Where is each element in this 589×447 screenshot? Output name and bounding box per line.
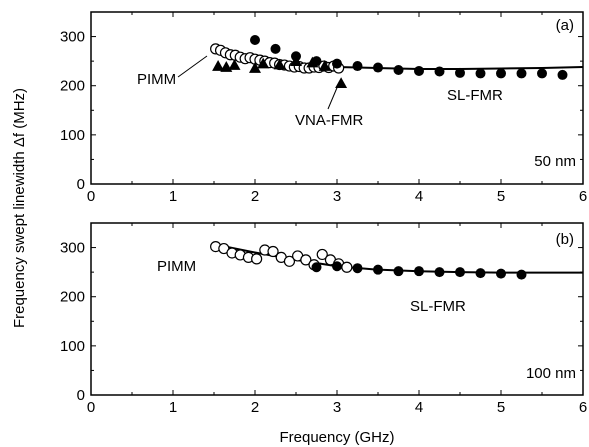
panel-b-label: (b)	[556, 231, 574, 248]
panel-b-ytick-label: 200	[60, 289, 85, 306]
panel-b-point-filled-circle	[311, 262, 322, 273]
panel-a-xtick-label: 3	[333, 188, 341, 205]
panel-b: 0 1 2 3 4 5 6 0 100 200 300 (b) 100 nm PIMM SL-FMR…	[60, 222, 587, 446]
panel-a-point-filled-triangle	[318, 60, 331, 71]
panel-a-point-filled-circle	[414, 65, 424, 76]
panel-b-frame	[90, 222, 584, 396]
panel-b-point-filled-circle	[414, 266, 424, 277]
panel-b-ytick-label: 100	[60, 338, 85, 355]
panel-a-point-filled-circle	[352, 61, 363, 72]
panel-a-thickness: 50 nm	[534, 153, 576, 170]
panel-a-point-filled-circle	[537, 68, 547, 79]
panel-a-annotation-vna: VNA-FMR	[295, 112, 363, 129]
panel-b-xtick-label: 4	[415, 399, 423, 416]
panel-a-point-filled-circle	[332, 58, 342, 69]
panel-b-point-open-circle	[251, 253, 263, 265]
panel-a-xtick-label: 4	[415, 188, 423, 205]
y-axis-label: Frequency swept linewidth Δf (MHz)	[11, 88, 28, 328]
panel-b-xtick-label: 0	[87, 399, 95, 416]
panel-a-xtick-label: 6	[579, 188, 587, 205]
panel-b-xtick-label: 5	[497, 399, 505, 416]
panel-a-ytick-label: 200	[60, 78, 85, 95]
panel-a-point-filled-circle	[475, 68, 486, 79]
panel-b-point-filled-circle	[455, 267, 465, 278]
panel-b-point-filled-circle	[496, 268, 506, 279]
panel-b-marks	[210, 240, 583, 280]
panel-b-point-filled-circle	[434, 267, 445, 278]
panel-b-point-open-circle	[316, 248, 328, 261]
panel-b-point-open-circle	[300, 254, 312, 266]
panel-a-ticks: 0 1 2 3 4 5 6 0 100 200 300	[60, 11, 587, 205]
panel-a-xtick-label: 0	[87, 188, 95, 205]
panel-a-point-filled-circle	[496, 68, 506, 79]
panel-b-xtick-label: 3	[333, 399, 341, 416]
panel-b-point-filled-circle	[332, 261, 342, 272]
panel-b-point-open-circle	[341, 261, 353, 273]
panel-a: 0 1 2 3 4 5 6 0 100 200 300 (a) 50 nm PIMM VNA-FMR…	[60, 11, 587, 205]
panel-a-arrow-pimm	[177, 55, 208, 78]
panel-a-xtick-label: 5	[497, 188, 505, 205]
panel-a-frame	[90, 11, 584, 185]
panel-b-point-open-circle	[283, 255, 296, 267]
panel-b-ytick-label: 0	[77, 387, 85, 404]
panel-a-point-filled-circle	[373, 62, 383, 73]
panel-a-annotation-slfmr: SL-FMR	[447, 87, 503, 104]
panel-a-label: (a)	[556, 17, 574, 34]
panel-b-ytick-label: 300	[60, 240, 85, 257]
panel-a-xtick-label: 1	[169, 188, 177, 205]
panel-b-point-filled-circle	[373, 264, 383, 275]
panel-a-arrow-vna	[327, 82, 340, 110]
panel-a-marks	[210, 35, 584, 89]
panel-a-point-filled-circle	[455, 67, 465, 78]
panel-a-xtick-label: 2	[251, 188, 259, 205]
panel-b-point-filled-circle	[393, 266, 404, 277]
panel-a-point-filled-circle	[434, 66, 445, 77]
panel-b-xtick-label: 1	[169, 399, 177, 416]
panel-a-ytick-label: 100	[60, 127, 85, 144]
panel-a-point-filled-circle	[393, 64, 404, 75]
panel-b-ticks: 0 1 2 3 4 5 6 0 100 200 300	[60, 222, 587, 416]
panel-a-point-filled-triangle	[212, 60, 225, 71]
panel-a-point-filled-circle	[291, 51, 301, 62]
panel-a-point-filled-triangle	[273, 58, 286, 70]
panel-b-point-open-circle	[267, 245, 279, 258]
panel-b-xtick-label: 2	[251, 399, 259, 416]
panel-b-xtick-label: 6	[579, 399, 587, 416]
panel-a-ytick-label: 0	[77, 176, 85, 193]
panel-a-annotation-pimm: PIMM	[137, 71, 176, 88]
panel-b-point-filled-circle	[352, 263, 363, 274]
panel-a-ytick-label: 300	[60, 29, 85, 46]
panel-a-point-filled-circle	[516, 68, 527, 79]
panel-a-point-filled-circle	[557, 69, 568, 80]
panel-b-thickness: 100 nm	[526, 365, 576, 382]
panel-a-point-filled-circle	[250, 35, 260, 46]
panel-a-point-filled-circle	[311, 56, 322, 67]
panel-b-annotation-pimm: PIMM	[157, 258, 196, 275]
x-axis-label: Frequency (GHz)	[279, 429, 394, 446]
panel-b-point-filled-circle	[516, 269, 527, 280]
panel-a-point-filled-triangle	[249, 62, 261, 73]
panel-a-point-filled-triangle	[228, 59, 241, 70]
panel-a-point-filled-triangle	[257, 57, 270, 69]
panel-b-annotation-slfmr: SL-FMR	[410, 298, 466, 315]
panel-a-point-filled-triangle	[335, 77, 348, 89]
panel-a-point-filled-circle	[270, 43, 281, 54]
panel-b-point-filled-circle	[475, 268, 486, 279]
